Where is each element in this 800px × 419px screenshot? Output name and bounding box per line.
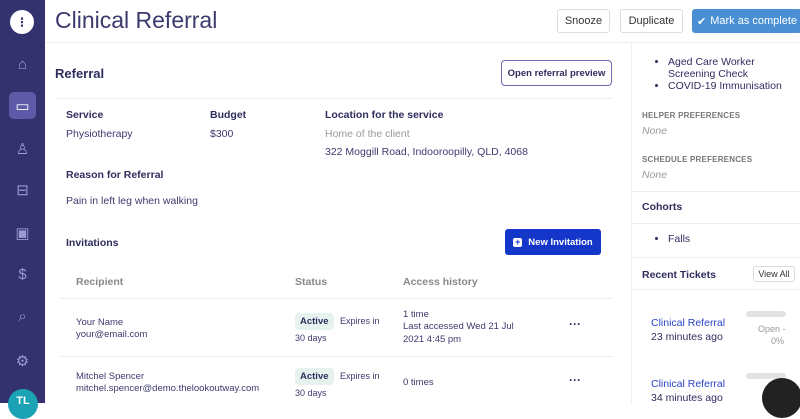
calendar-icon[interactable]: ▣ <box>15 224 30 242</box>
person-icon[interactable]: ♙ <box>15 140 30 158</box>
view-all-button[interactable]: View All <box>753 266 795 282</box>
logo-icon[interactable]: ⁝ <box>10 10 34 34</box>
location-label: Location for the service <box>325 109 444 121</box>
mark-complete-label: Mark as complete <box>710 15 798 27</box>
reason-value: Pain in left leg when walking <box>66 195 198 207</box>
store-icon[interactable]: ⊟ <box>16 181 29 199</box>
referral-heading: Referral <box>55 66 105 81</box>
check-circle-icon: ✔ <box>696 15 707 28</box>
gear-icon[interactable]: ⚙ <box>15 352 30 370</box>
more-actions-icon[interactable]: ··· <box>569 373 581 387</box>
cohort-item: Falls <box>668 233 690 245</box>
ticket-progress-bar <box>746 373 786 379</box>
ticket-title[interactable]: Clinical Referral <box>651 317 726 329</box>
service-value: Physiotherapy <box>66 128 133 140</box>
main-content: Referral Open referral preview Service P… <box>45 43 631 403</box>
column-status: Status <box>295 276 328 288</box>
status-badge: Active <box>295 368 334 385</box>
column-recipient: Recipient <box>76 276 124 288</box>
chat-widget-icon[interactable] <box>762 378 800 418</box>
duplicate-button[interactable]: Duplicate <box>620 9 683 33</box>
ticket-time: 34 minutes ago <box>651 392 723 404</box>
plus-icon: + <box>513 236 523 247</box>
ticket-status: Open - <box>758 324 786 334</box>
recipient-name: Your Name <box>76 317 124 328</box>
avatar[interactable]: TL <box>8 389 38 419</box>
check-item: Aged Care Worker Screening Check <box>668 56 798 80</box>
expires-value: 30 days <box>295 333 327 343</box>
schedule-preferences-value: None <box>642 169 668 181</box>
right-panel: Aged Care Worker Screening Check COVID-1… <box>631 43 800 418</box>
recipient-email[interactable]: your@email.com <box>76 329 148 340</box>
access-count: 0 times <box>403 377 434 388</box>
new-invitation-button[interactable]: + New Invitation <box>505 229 601 255</box>
ticket-title[interactable]: Clinical Referral <box>651 378 726 390</box>
check-item: COVID-19 Immunisation <box>668 80 798 92</box>
service-label: Service <box>66 109 104 121</box>
reason-label: Reason for Referral <box>66 169 164 181</box>
new-invitation-label: New Invitation <box>528 236 593 248</box>
access-last: Last accessed Wed 21 Jul <box>403 321 514 332</box>
inbox-icon[interactable]: ▭ <box>9 92 36 119</box>
helper-preferences-value: None <box>642 125 668 137</box>
expires-value: 30 days <box>295 388 327 398</box>
open-referral-preview-button[interactable]: Open referral preview <box>501 60 612 86</box>
search-icon[interactable]: ⌕ <box>18 308 27 325</box>
budget-label: Budget <box>210 109 247 121</box>
schedule-preferences-label: SCHEDULE PREFERENCES <box>642 155 753 164</box>
home-icon[interactable]: ⌂ <box>17 56 28 73</box>
access-last-time: 2021 4:45 pm <box>403 334 462 345</box>
budget-value: $300 <box>210 128 234 140</box>
more-actions-icon[interactable]: ··· <box>569 317 581 331</box>
sidebar: ⁝ ⌂ ▭ ♙ ⊟ ▣ $ ⌕ ⚙ TL <box>0 0 45 419</box>
header: Clinical Referral Snooze Duplicate ✔ Mark… <box>45 0 800 43</box>
invitations-heading: Invitations <box>66 237 119 249</box>
access-count: 1 time <box>403 309 429 320</box>
helper-preferences-label: HELPER PREFERENCES <box>642 111 741 120</box>
recipient-email[interactable]: mitchel.spencer@demo.thelookoutway.com <box>76 383 260 394</box>
dollar-icon[interactable]: $ <box>18 266 27 283</box>
expires-label: Expires in <box>340 371 380 381</box>
ticket-progress: 0% <box>771 336 785 346</box>
status-badge: Active <box>295 313 334 330</box>
recent-tickets-heading: Recent Tickets <box>642 269 716 281</box>
ticket-time: 23 minutes ago <box>651 331 723 343</box>
location-type: Home of the client <box>325 128 410 140</box>
expires-label: Expires in <box>340 316 380 326</box>
recipient-name: Mitchel Spencer <box>76 371 145 382</box>
location-address: 322 Moggill Road, Indooroopilly, QLD, 40… <box>325 146 528 158</box>
column-access-history: Access history <box>403 276 478 288</box>
cohorts-heading: Cohorts <box>642 201 683 213</box>
snooze-button[interactable]: Snooze <box>557 9 610 33</box>
ticket-progress-bar <box>746 311 786 317</box>
mark-complete-button[interactable]: ✔ Mark as complete <box>692 9 800 33</box>
page-title: Clinical Referral <box>55 7 218 33</box>
